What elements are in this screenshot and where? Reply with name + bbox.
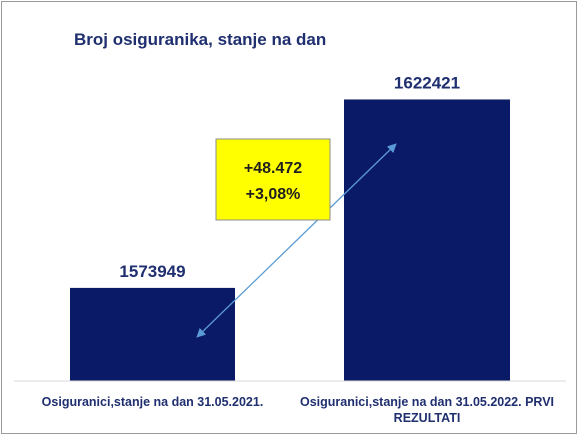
chart-title: Broj osiguranika, stanje na dan [74,30,326,49]
data-label-2: 1622421 [394,73,460,92]
difference-arrow [196,143,397,338]
callout-percent-change: +3,08% [246,186,301,203]
category-label-2-line-1: Osiguranici,stanje na dan 31.05.2022. PR… [300,395,554,409]
category-labels-layer: Osiguranici,stanje na dan 31.05.2021. Osi… [42,395,554,425]
data-labels-layer: 1573949 1622421 [119,73,460,280]
callout-box [215,138,331,221]
category-label-2-line-2: REZULTATI [394,411,461,425]
data-label-1: 1573949 [119,262,185,281]
callout-absolute-change: +48.472 [244,160,302,177]
difference-callout: +48.472 +3,08% [215,138,331,221]
bar-2 [344,99,510,381]
category-label-1-line-1: Osiguranici,stanje na dan 31.05.2021. [42,395,264,409]
bar-1 [70,287,235,381]
